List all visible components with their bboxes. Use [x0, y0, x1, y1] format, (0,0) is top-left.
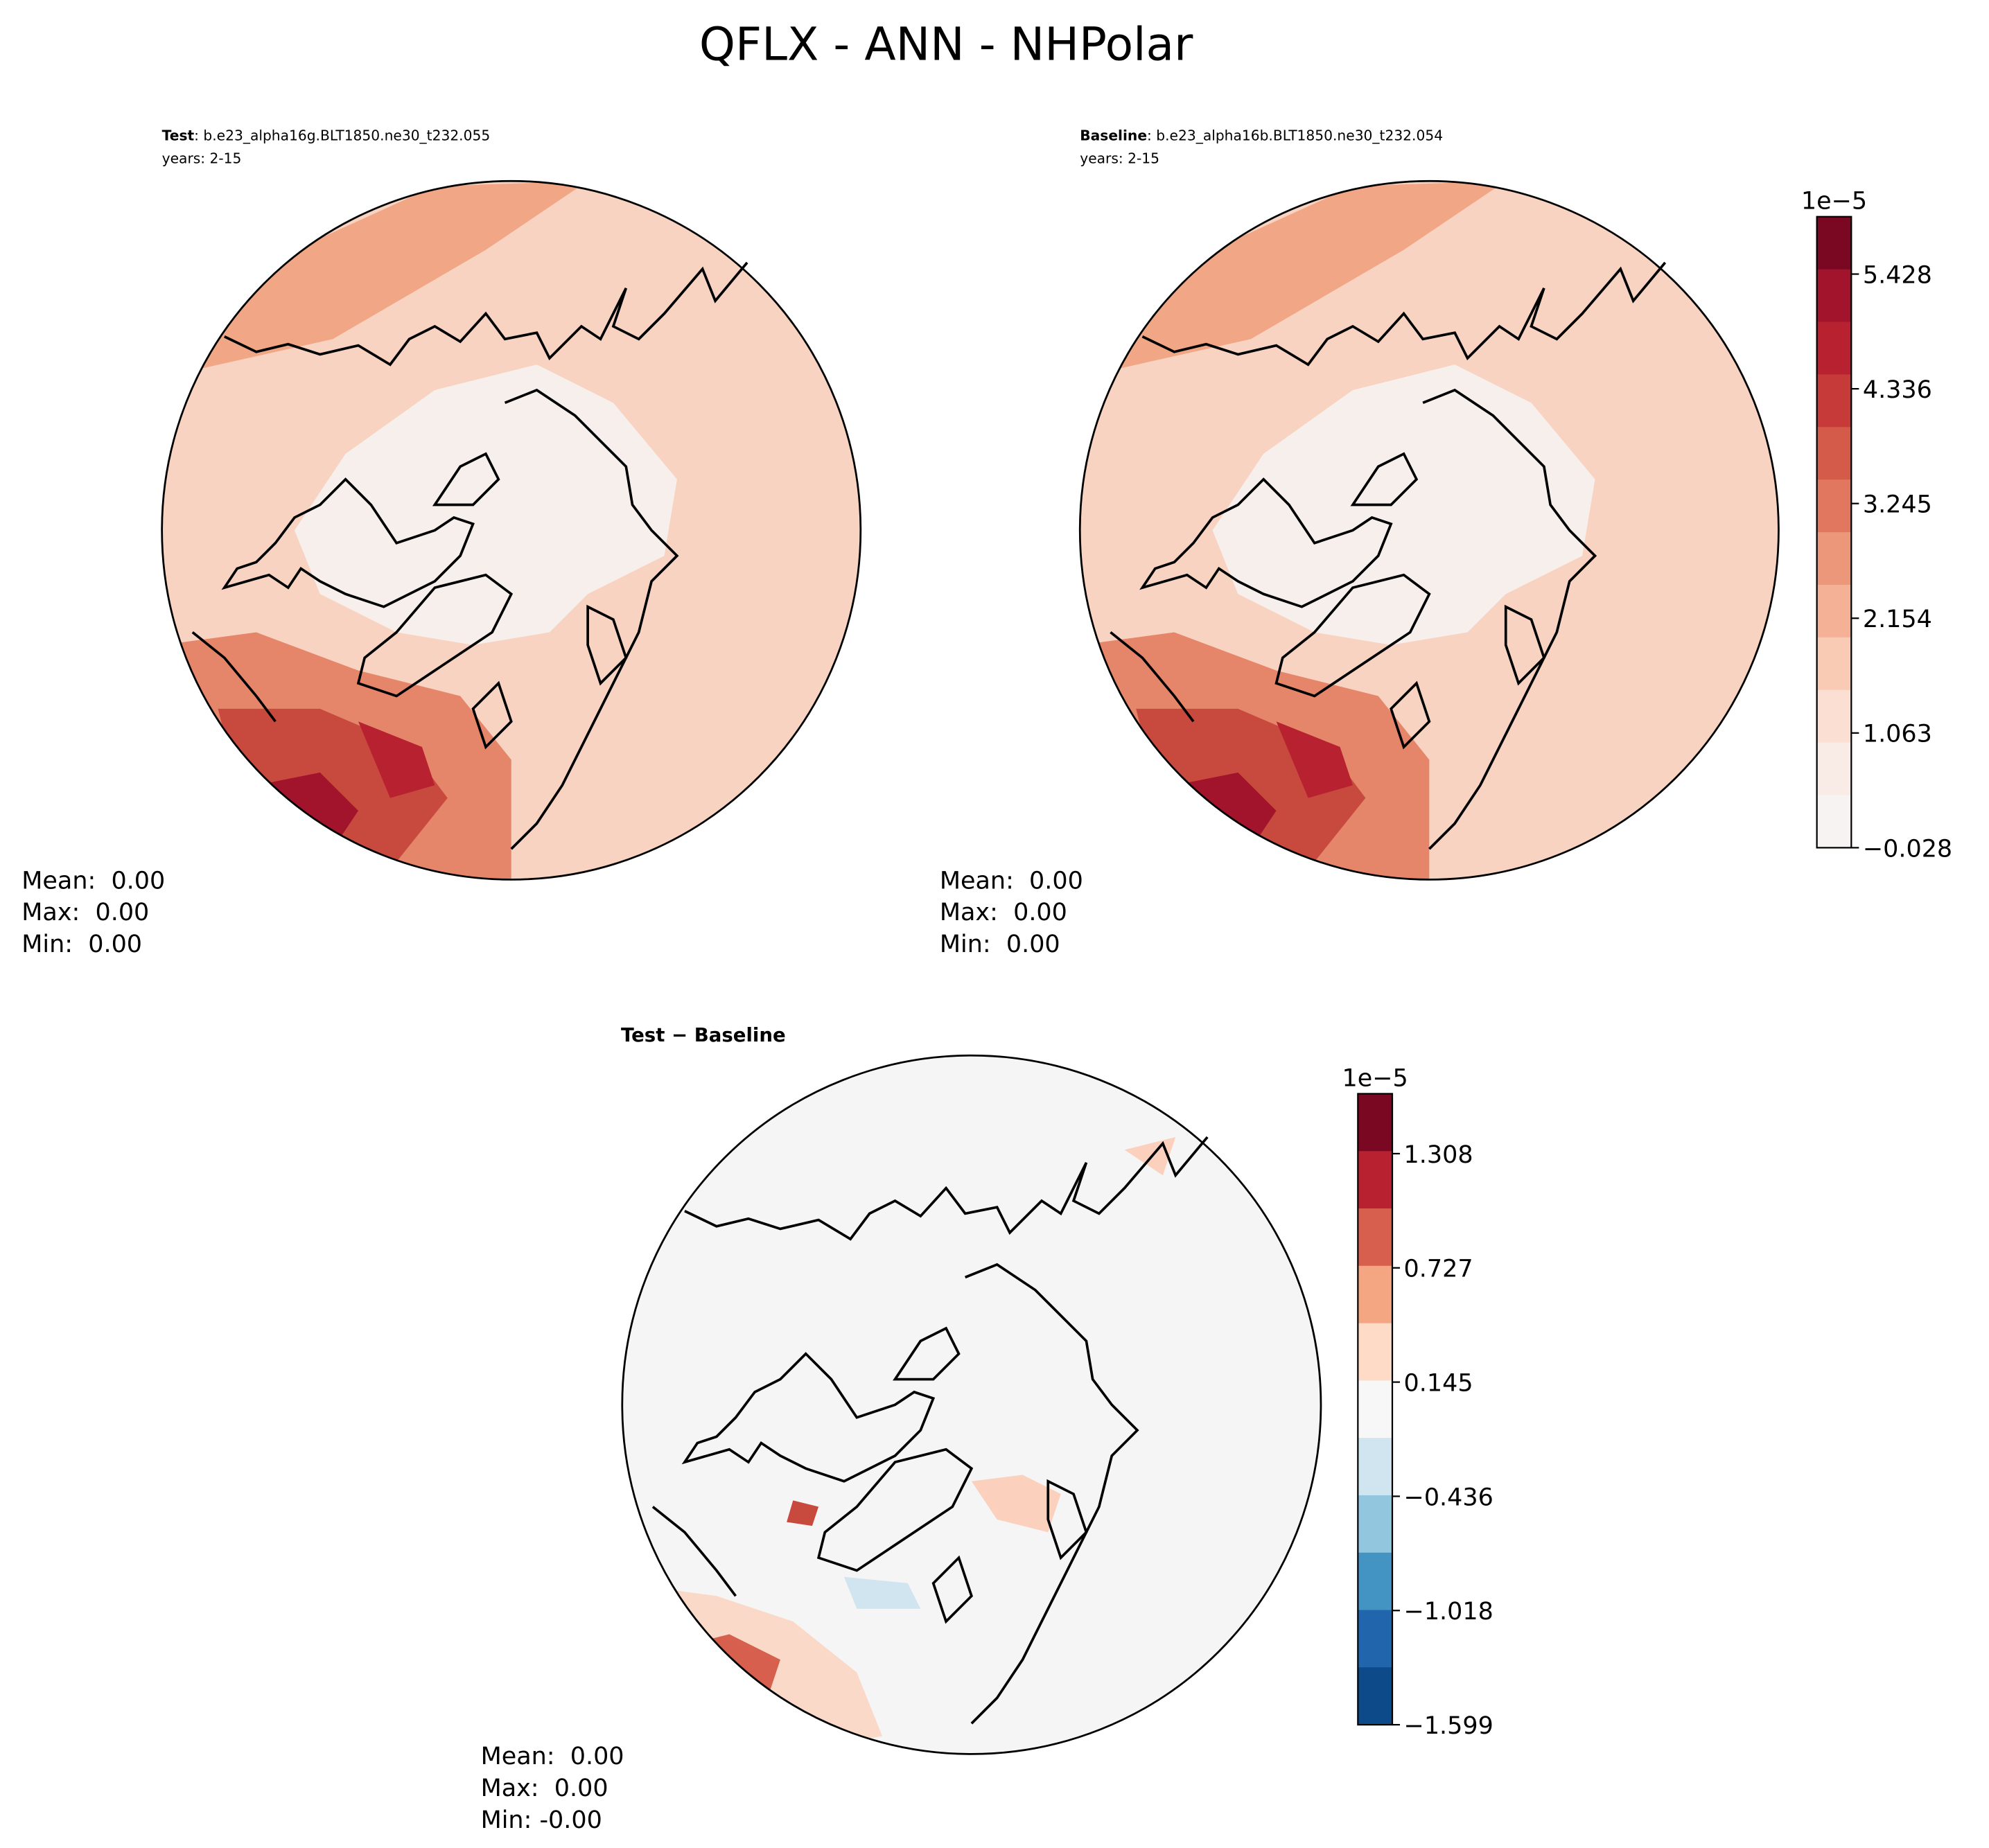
colorbar-band [1358, 1495, 1392, 1554]
colorbar-tick-label: −0.436 [1404, 1484, 1493, 1511]
panel-years: years: 2-15 [162, 150, 242, 166]
panel-years: years: 2-15 [1080, 150, 1159, 166]
colorbar-tick-label: 5.428 [1863, 261, 1932, 289]
colorbar-band [1816, 322, 1852, 376]
colorbar-tick-label: 4.336 [1863, 376, 1932, 404]
stat: Mean: 0.00 [940, 867, 1083, 895]
colorbar-band [1358, 1380, 1392, 1439]
map [621, 1054, 1322, 1755]
colorbar-band [1816, 374, 1852, 428]
colorbar-exponent: 1e−5 [1801, 188, 1867, 215]
colorbar-band [1816, 795, 1852, 849]
colorbar-band [1816, 584, 1852, 638]
colorbar: 1.308 0.727 0.145 −0.436 −1.018 −1.599 1e−5 [1342, 1064, 1493, 1740]
colorbar-band [1816, 637, 1852, 691]
colorbar-tick-label: −1.599 [1404, 1712, 1493, 1740]
colorbar-tick-label: 0.145 [1404, 1369, 1473, 1397]
stat: Min: -0.00 [481, 1806, 602, 1834]
colorbar-tick-label: 0.727 [1404, 1256, 1473, 1283]
panel-baseline: Baseline: b.e23_alpha16b.BLT1850.ne30_t2… [940, 127, 1780, 958]
map [161, 179, 862, 881]
colorbar-band [1816, 742, 1852, 796]
colorbar-frame [1816, 215, 1852, 849]
label-rest: : b.e23_alpha16b.BLT1850.ne30_t232.054 [1147, 127, 1443, 143]
figure-title: QFLX - ANN - NHPolar [699, 17, 1193, 71]
colorbar-band [1816, 532, 1852, 586]
colorbar-band [1816, 269, 1852, 323]
colorbar-tick-label: −1.018 [1404, 1598, 1493, 1626]
colorbar-exponent: 1e−5 [1342, 1064, 1408, 1092]
panel-label: Test − Baseline [621, 1023, 786, 1046]
colorbar-band [1816, 427, 1852, 481]
label-bold: Test [162, 127, 195, 143]
map [1078, 179, 1780, 881]
colorbar-frame [1357, 1093, 1394, 1726]
panel-label: Baseline: b.e23_alpha16b.BLT1850.ne30_t2… [1080, 127, 1443, 143]
panel-label: Test: b.e23_alpha16g.BLT1850.ne30_t232.0… [162, 127, 491, 143]
colorbar-tick-label: 2.154 [1863, 606, 1932, 633]
colorbar: 5.428 4.336 3.245 2.154 1.063 −0.028 1e−5 [1801, 188, 1952, 863]
colorbar-band [1358, 1151, 1392, 1209]
colorbar-band [1358, 1208, 1392, 1267]
colorbars: 5.4284.3363.2452.1541.063−0.0281e−51.308… [1342, 188, 1953, 1740]
stat: Mean: 0.00 [481, 1743, 624, 1770]
colorbar-band [1358, 1610, 1392, 1669]
label-bold: Baseline [1080, 127, 1147, 143]
colorbar-band [1358, 1667, 1392, 1726]
colorbar-tick-label: 1.308 [1404, 1141, 1473, 1169]
colorbar-band [1358, 1323, 1392, 1382]
panel-diff: Test − Baseline Mean: 0.00 Max: 0.00 Min… [481, 1023, 1322, 1834]
stat: Max: 0.00 [940, 899, 1067, 926]
stat: Max: 0.00 [481, 1775, 608, 1802]
panel-test: Test: b.e23_alpha16g.BLT1850.ne30_t232.0… [21, 127, 862, 958]
colorbar-tick-label: 3.245 [1863, 491, 1932, 519]
colorbar-band [1816, 216, 1852, 270]
colorbar-band [1358, 1552, 1392, 1611]
colorbar-band [1358, 1438, 1392, 1496]
colorbar-band [1358, 1093, 1392, 1152]
label-rest: : b.e23_alpha16g.BLT1850.ne30_t232.055 [194, 127, 490, 143]
colorbar-band [1358, 1265, 1392, 1324]
stat: Min: 0.00 [21, 931, 142, 958]
colorbar-band [1816, 689, 1852, 743]
colorbar-band [1816, 479, 1852, 533]
stat: Max: 0.00 [21, 899, 149, 926]
colorbar-tick-label: 1.063 [1863, 721, 1932, 748]
colorbar-tick-label: −0.028 [1863, 835, 1952, 863]
stat: Min: 0.00 [940, 931, 1060, 958]
stat: Mean: 0.00 [21, 867, 165, 895]
